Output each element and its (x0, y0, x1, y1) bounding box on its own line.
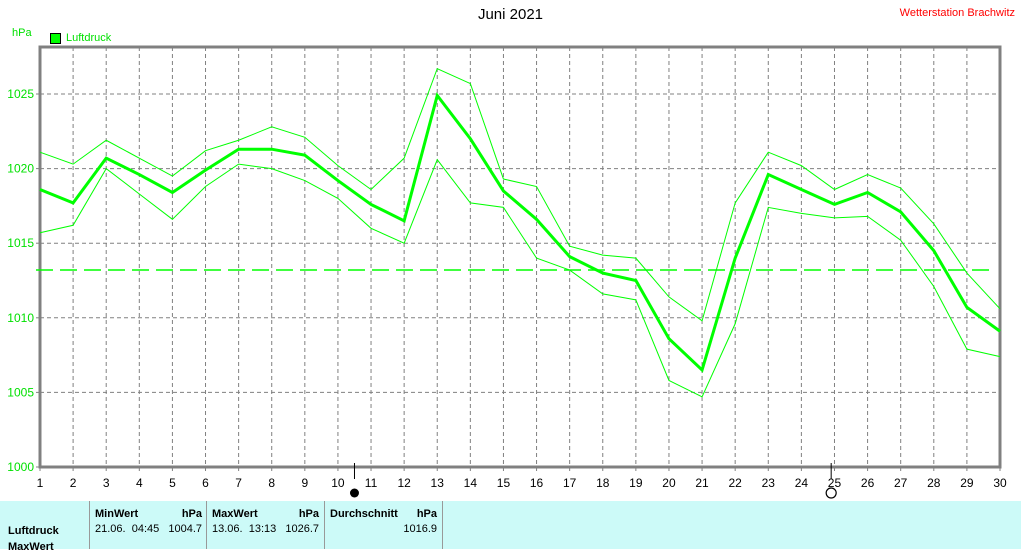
x-tick-label: 23 (762, 476, 776, 490)
y-tick-label: 1015 (7, 236, 34, 250)
stats-row-label: Luftdruck MaxWert (8, 523, 59, 555)
max-unit: hPa (298, 508, 319, 520)
plot-frame (38, 45, 1002, 469)
x-tick-label: 17 (563, 476, 577, 490)
x-tick-label: 28 (927, 476, 941, 490)
x-tick-label: 12 (397, 476, 411, 490)
y-tick-label: 1005 (7, 385, 34, 399)
max-header: MaxWert (212, 508, 258, 520)
full-moon-icon (349, 488, 359, 498)
min-column: MinWert hPa 21.06. 04:45 1004.7 (89, 501, 207, 549)
x-tick-label: 30 (993, 476, 1007, 490)
x-tick-label: 3 (103, 476, 110, 490)
x-tick-label: 15 (497, 476, 511, 490)
x-tick-label: 8 (268, 476, 275, 490)
y-tick-label: 1020 (7, 162, 34, 176)
y-tick-label: 1000 (7, 460, 34, 474)
min-header: MinWert (95, 508, 139, 520)
x-tick-label: 16 (530, 476, 544, 490)
avg-header: Durchschnitt (330, 508, 398, 520)
chart-title: Juni 2021 (477, 6, 544, 23)
stats-panel: Luftdruck MaxWert MinWert hPa 21.06. 04:4… (0, 501, 1021, 553)
x-tick-label: 22 (728, 476, 742, 490)
x-tick-label: 27 (894, 476, 908, 490)
x-tick-label: 20 (662, 476, 676, 490)
x-tick-label: 26 (861, 476, 875, 490)
legend: Luftdruck (50, 32, 111, 44)
x-tick-label: 7 (235, 476, 242, 490)
max-value: 1026.7 (285, 523, 319, 535)
series-min-line (39, 158, 1001, 398)
x-tick-label: 6 (202, 476, 209, 490)
max-time: 13:13 (248, 523, 277, 535)
max-date: 13.06. (212, 523, 243, 535)
x-tick-label: 9 (301, 476, 308, 490)
station-name: Wetterstation Brachwitz (899, 7, 1015, 19)
avg-unit: hPa (416, 508, 437, 520)
legend-label: Luftdruck (66, 32, 112, 44)
avg-column: Durchschnitt hPa 1016.9 (324, 501, 443, 549)
x-tick-label: 18 (596, 476, 610, 490)
x-tick-label: 10 (331, 476, 345, 490)
y-tick-label: 1010 (7, 311, 34, 325)
x-tick-label: 19 (629, 476, 643, 490)
avg-value: 1016.9 (403, 523, 437, 535)
min-date: 21.06. (95, 523, 126, 535)
x-tick-label: 13 (431, 476, 445, 490)
x-tick-label: 2 (70, 476, 77, 490)
x-tick-label: 29 (960, 476, 974, 490)
new-moon-icon (825, 487, 837, 499)
row-label-maxwert: MaxWert (8, 541, 54, 553)
min-time: 04:45 (131, 523, 160, 535)
row-label-luftdruck: Luftdruck (8, 525, 59, 537)
max-column: MaxWert hPa 13.06. 13:13 1026.7 (206, 501, 324, 549)
series-max-line (39, 67, 1001, 322)
x-tick-label: 5 (169, 476, 176, 490)
x-tick-label: 21 (695, 476, 709, 490)
series-mean-line (39, 92, 1001, 373)
x-tick-label: 14 (464, 476, 478, 490)
min-value: 1004.7 (168, 523, 202, 535)
x-tick-label: 4 (136, 476, 143, 490)
x-tick-label: 24 (795, 476, 809, 490)
legend-swatch-icon (50, 32, 61, 44)
y-axis-unit: hPa (12, 27, 32, 39)
y-tick-label: 1025 (7, 87, 34, 101)
min-unit: hPa (181, 508, 202, 520)
x-tick-label: 25 (828, 476, 842, 490)
x-tick-label: 11 (365, 476, 378, 490)
x-tick-label: 1 (37, 476, 44, 490)
